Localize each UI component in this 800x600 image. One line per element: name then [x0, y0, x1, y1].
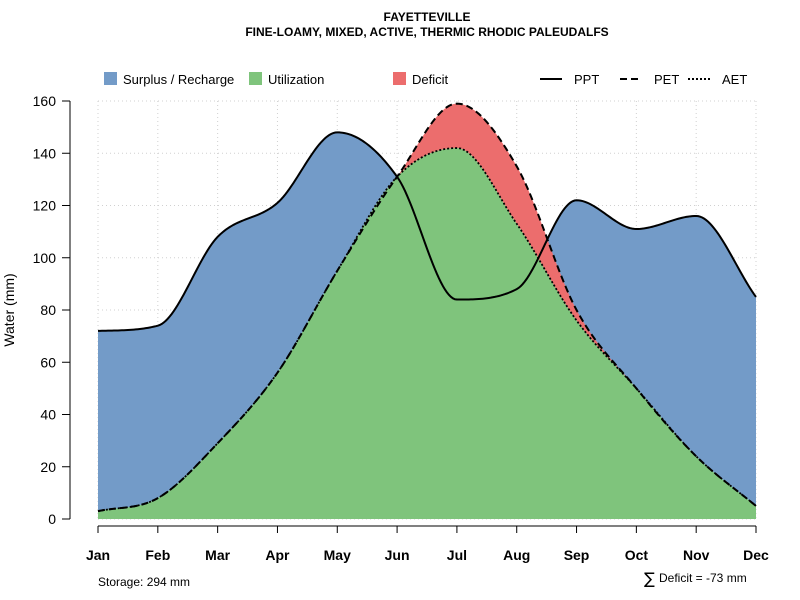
x-tick-label: Dec: [743, 547, 769, 563]
area-fills: [98, 103, 756, 519]
y-tick-label: 120: [33, 198, 57, 214]
x-tick-label: Sep: [564, 547, 590, 563]
series-lines: [97, 102, 757, 513]
x-tick-label: Aug: [503, 547, 530, 563]
y-axis-label: Water (mm): [1, 273, 17, 346]
chart-title: FAYETTEVILLE: [384, 10, 471, 24]
aet-line: [97, 147, 757, 513]
ppt-line: [97, 131, 757, 332]
legend: Surplus / Recharge Utilization Deficit PPT P…: [104, 72, 747, 87]
y-tick-label: 20: [40, 459, 56, 475]
y-tick-label: 80: [40, 302, 56, 318]
x-tick-label: Jul: [447, 547, 467, 563]
x-tick-label: Apr: [265, 547, 290, 563]
legend-label: Surplus / Recharge: [123, 72, 234, 87]
legend-label: Utilization: [268, 72, 324, 87]
y-tick-label: 0: [48, 511, 56, 527]
sum-symbol: ∑: [644, 569, 655, 588]
y-tick-label: 140: [33, 145, 57, 161]
legend-swatch: [249, 72, 262, 85]
x-tick-label: Jun: [385, 547, 410, 563]
x-tick-label: May: [324, 547, 351, 563]
x-tick-label: Feb: [145, 547, 170, 563]
x-tick-label: Oct: [625, 547, 649, 563]
legend-label: Deficit: [412, 72, 449, 87]
storage-annotation: Storage: 294 mm: [98, 575, 190, 589]
legend-label: AET: [722, 72, 747, 87]
legend-swatch: [393, 72, 406, 85]
pet-line: [97, 102, 757, 513]
axes: 0 20 40 60 80 100 120 140 160 Jan Feb Mar Apr May Jun J…: [33, 93, 769, 563]
legend-label: PET: [654, 72, 679, 87]
legend-label: PPT: [574, 72, 599, 87]
x-tick-label: Jan: [86, 547, 110, 563]
x-tick-label: Nov: [683, 547, 710, 563]
deficit-annotation: Deficit = -73 mm: [659, 571, 747, 585]
chart-subtitle: FINE-LOAMY, MIXED, ACTIVE, THERMIC RHODI…: [245, 25, 608, 39]
utilization-area: [98, 148, 756, 519]
x-tick-label: Mar: [205, 547, 230, 563]
y-tick-label: 160: [33, 93, 57, 109]
legend-swatch: [104, 72, 117, 85]
y-tick-label: 100: [33, 250, 57, 266]
y-tick-label: 60: [40, 354, 56, 370]
y-tick-label: 40: [40, 407, 56, 423]
